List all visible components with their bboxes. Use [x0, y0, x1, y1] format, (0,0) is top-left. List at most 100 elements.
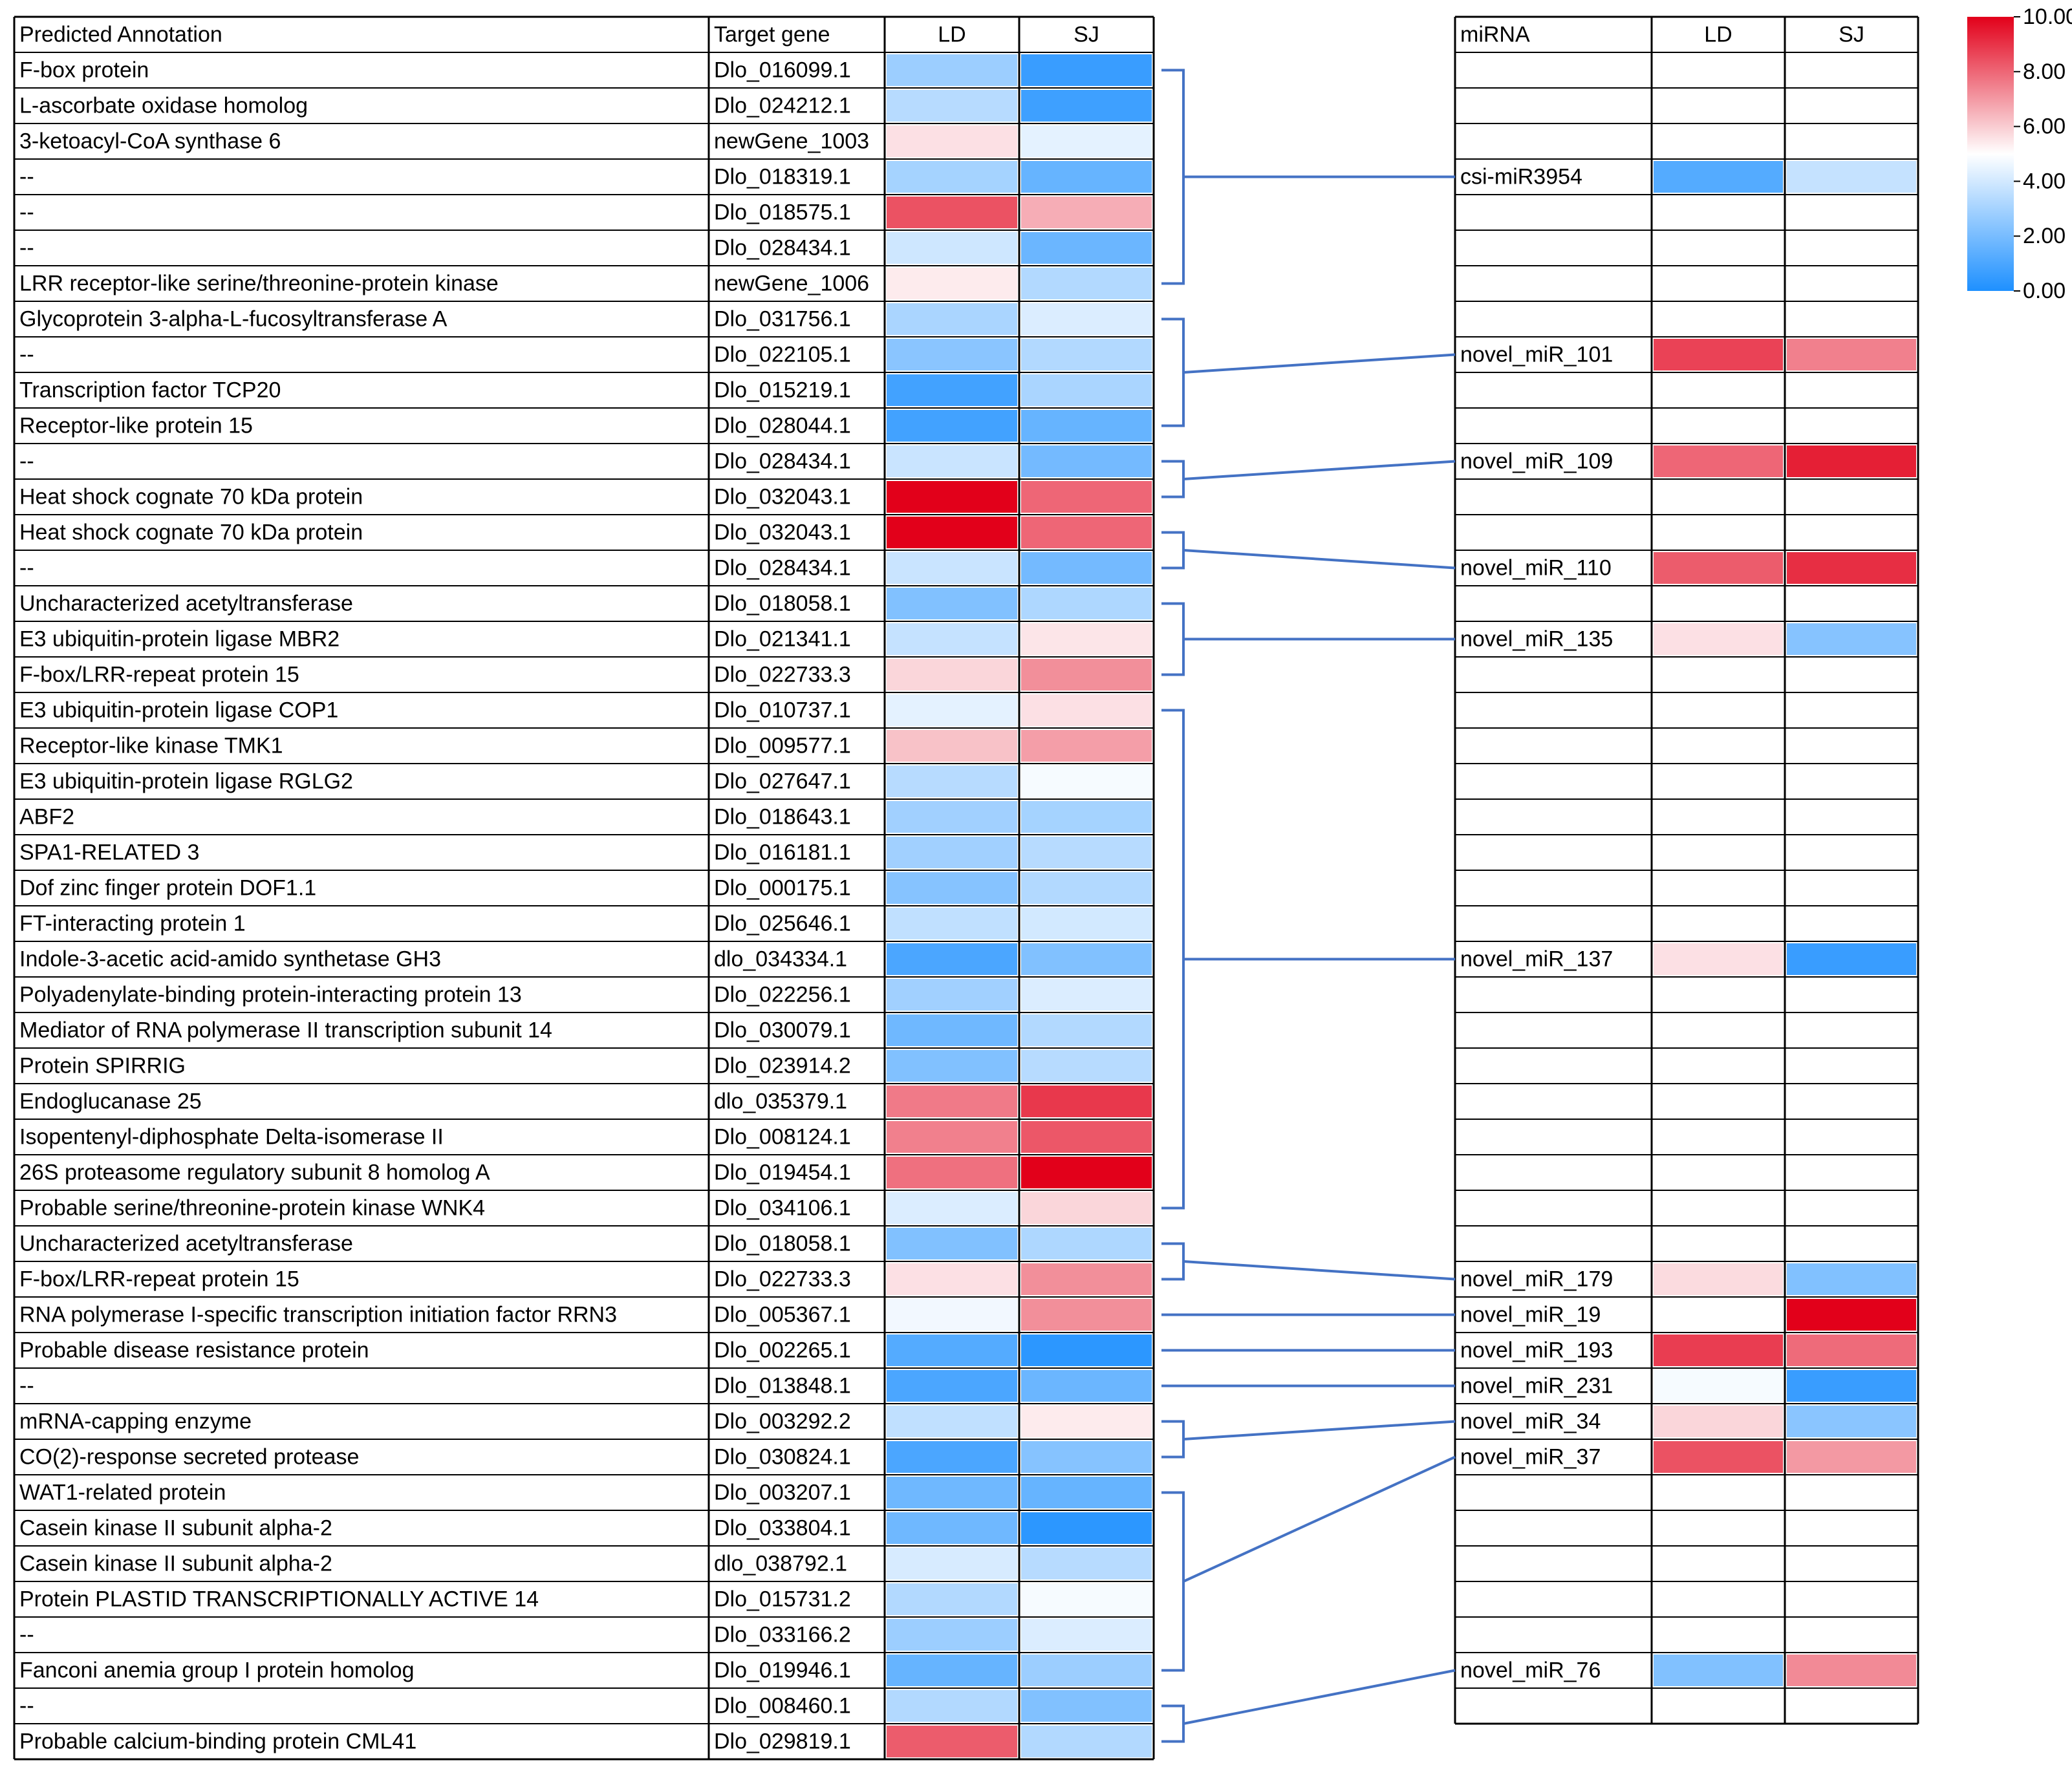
heat-cell-sj [1021, 943, 1152, 975]
mirna-heat-cell-sj [1787, 339, 1916, 370]
link-connector [1183, 1455, 1456, 1583]
annotation-cell: -- [19, 200, 34, 225]
annotation-cell: Protein PLASTID TRANSCRIPTIONALLY ACTIVE… [19, 1587, 539, 1612]
mirna-heat-cell-ld [1654, 623, 1783, 655]
heat-cell-sj [1021, 1406, 1152, 1437]
link-connector [1183, 353, 1456, 374]
heat-cell-sj [1021, 1583, 1152, 1615]
annotation-cell: Probable disease resistance protein [19, 1338, 369, 1363]
gene-id-cell: Dlo_018058.1 [714, 592, 851, 616]
annotation-cell: E3 ubiquitin-protein ligase RGLG2 [19, 769, 353, 794]
legend-tick-label: 6.00 [2023, 114, 2066, 139]
gene-id-cell: Dlo_022733.3 [714, 1267, 851, 1292]
annotation-cell: Casein kinase II subunit alpha-2 [19, 1516, 332, 1541]
heat-cell-ld [887, 197, 1017, 228]
link-bracket [1161, 1420, 1185, 1459]
gene-id-cell: Dlo_019454.1 [714, 1161, 851, 1185]
annotation-cell: 3-ketoacyl-CoA synthase 6 [19, 129, 281, 154]
heat-cell-sj [1021, 161, 1152, 193]
header-predicted-annotation: Predicted Annotation [19, 23, 222, 47]
heat-cell-sj [1021, 979, 1152, 1011]
legend-tick-label: 0.00 [2023, 279, 2066, 303]
heat-cell-sj [1021, 232, 1152, 264]
link-bracket [1161, 1242, 1185, 1281]
annotation-cell: -- [19, 1374, 34, 1398]
heat-cell-ld [887, 552, 1017, 584]
annotation-cell: Endoglucanase 25 [19, 1089, 202, 1114]
annotation-cell: L-ascorbate oxidase homolog [19, 94, 308, 118]
heat-cell-ld [887, 1086, 1017, 1117]
link-bracket [1161, 531, 1185, 570]
gene-id-cell: Dlo_018643.1 [714, 805, 851, 830]
heat-cell-ld [887, 801, 1017, 833]
gene-id-cell: Dlo_018575.1 [714, 200, 851, 225]
heat-cell-sj [1021, 730, 1152, 762]
heat-cell-sj [1021, 588, 1152, 619]
heat-cell-sj [1021, 1263, 1152, 1295]
mirna-heat-cell-sj [1787, 1263, 1916, 1295]
legend-tick-label: 10.00 [2023, 5, 2072, 29]
annotation-cell: Receptor-like kinase TMK1 [19, 734, 283, 758]
mirna-name-cell: novel_miR_135 [1460, 627, 1613, 652]
mirna-heat-cell-ld [1654, 552, 1783, 584]
mirna-heat-cell-sj [1787, 1334, 1916, 1366]
gene-id-cell: Dlo_032043.1 [714, 520, 851, 545]
gene-id-cell: dlo_035379.1 [714, 1089, 847, 1114]
color-scale-legend: 0.00 2.00 4.00 6.00 8.00 10.00 [1967, 5, 2072, 303]
gene-id-cell: Dlo_018319.1 [714, 165, 851, 189]
mirna-name-cell: novel_miR_19 [1460, 1303, 1601, 1327]
table-text: Predicted Annotation Target gene LD SJ F-box… [19, 23, 1864, 1754]
heat-cell-sj [1021, 303, 1152, 335]
heat-cell-sj [1021, 1299, 1152, 1331]
annotation-cell: Fanconi anemia group I protein homolog [19, 1658, 415, 1683]
heat-cell-sj [1021, 410, 1152, 442]
gene-id-cell: Dlo_032043.1 [714, 485, 851, 509]
gene-id-cell: Dlo_034106.1 [714, 1196, 851, 1221]
annotation-cell: -- [19, 449, 34, 474]
heat-cell-ld [887, 694, 1017, 726]
mirna-heat-cell-ld [1654, 1406, 1783, 1437]
gene-id-cell: Dlo_024212.1 [714, 94, 851, 118]
mirna-heat-cell-sj [1787, 1370, 1916, 1402]
mirna-heat-cell-sj [1787, 943, 1916, 975]
gene-id-cell: Dlo_008460.1 [714, 1694, 851, 1719]
heat-cell-ld [887, 374, 1017, 406]
annotation-cell: Transcription factor TCP20 [19, 378, 281, 403]
mirna-heat-cell-sj [1787, 161, 1916, 193]
heat-cell-ld [887, 766, 1017, 797]
mirna-name-cell: novel_miR_37 [1460, 1445, 1601, 1470]
annotation-cell: -- [19, 1694, 34, 1719]
heat-cell-sj [1021, 1690, 1152, 1722]
gene-id-cell: Dlo_030824.1 [714, 1445, 851, 1470]
annotation-cell: Mediator of RNA polymerase II transcript… [19, 1018, 552, 1043]
annotation-cell: -- [19, 556, 34, 581]
heat-cell-sj [1021, 1086, 1152, 1117]
mirna-name-cell: novel_miR_179 [1460, 1267, 1613, 1292]
annotation-cell: Dof zinc finger protein DOF1.1 [19, 876, 316, 901]
heat-cell-ld [887, 872, 1017, 904]
gene-id-cell: Dlo_023914.2 [714, 1054, 851, 1078]
annotation-cell: E3 ubiquitin-protein ligase MBR2 [19, 627, 340, 652]
heat-cell-ld [887, 1406, 1017, 1437]
heat-cell-sj [1021, 766, 1152, 797]
heat-cell-sj [1021, 694, 1152, 726]
legend-tick-label: 2.00 [2023, 224, 2066, 248]
heat-cell-sj [1021, 1441, 1152, 1473]
link-connector [1183, 1420, 1456, 1441]
heat-cell-ld [887, 1477, 1017, 1508]
gene-id-cell: Dlo_028434.1 [714, 556, 851, 581]
gene-id-cell: Dlo_031756.1 [714, 307, 851, 332]
heat-cell-ld [887, 1228, 1017, 1259]
annotation-cell: Casein kinase II subunit alpha-2 [19, 1552, 332, 1576]
gene-id-cell: Dlo_033166.2 [714, 1623, 851, 1647]
annotation-cell: F-box protein [19, 58, 149, 83]
annotation-cell: Heat shock cognate 70 kDa protein [19, 520, 363, 545]
heat-cell-ld [887, 1619, 1017, 1651]
heat-cell-ld [887, 1121, 1017, 1153]
annotation-cell: F-box/LRR-repeat protein 15 [19, 663, 299, 687]
heat-cell-ld [887, 623, 1017, 655]
heat-cell-ld [887, 268, 1017, 299]
gene-id-cell: Dlo_016099.1 [714, 58, 851, 83]
gene-id-cell: Dlo_002265.1 [714, 1338, 851, 1363]
heat-cell-sj [1021, 1512, 1152, 1544]
